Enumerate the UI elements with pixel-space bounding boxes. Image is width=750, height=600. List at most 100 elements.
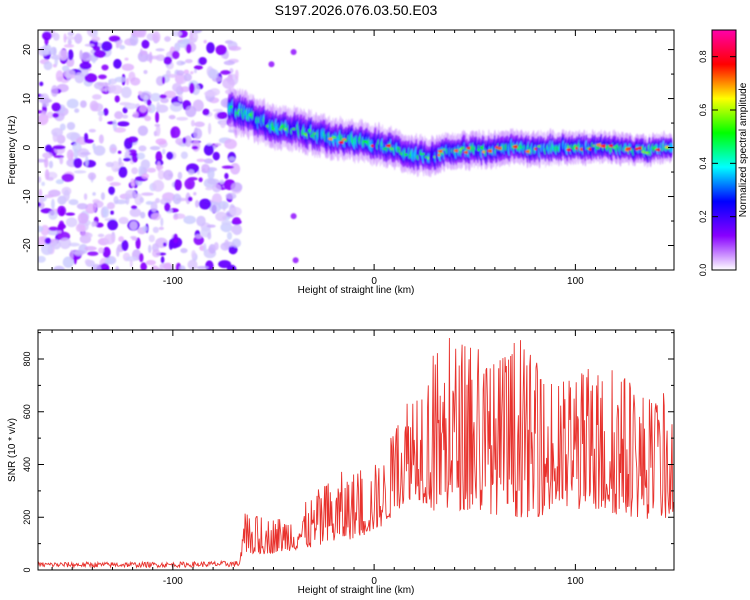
noise-speck (118, 216, 129, 225)
noise-speck (113, 127, 126, 133)
noise-speck (131, 152, 139, 163)
noise-speck (174, 213, 178, 218)
noise-speck (45, 144, 53, 153)
top-x-axis: -100 0 100 (51, 30, 657, 287)
y-tick-label: -20 (22, 238, 33, 253)
noise-speck (79, 62, 92, 70)
noise-speck (196, 215, 206, 227)
noise-speck (118, 166, 128, 178)
noise-speck (194, 121, 205, 128)
noise-speck (70, 152, 74, 159)
noise-speck (150, 92, 162, 102)
noise-speck (92, 94, 102, 100)
noise-speck (52, 112, 59, 118)
noise-speck (203, 39, 207, 44)
bottom-y-axis: 0 200 400 600 800 (22, 332, 674, 573)
noise-speck (130, 178, 135, 186)
noise-speck (189, 30, 194, 41)
noise-speck (198, 177, 203, 183)
noise-speck (213, 242, 219, 251)
noise-speck (118, 236, 125, 243)
noise-speck (93, 200, 104, 208)
noise-speck (66, 56, 75, 68)
colorbar: 0.0 0.2 0.4 0.6 0.8 Normalized spectral ampl… (698, 29, 749, 276)
noise-speck (138, 165, 144, 177)
noise-speck (198, 56, 207, 66)
noise-speck (171, 50, 180, 60)
noise-speck (207, 232, 212, 240)
noise-speck (92, 45, 101, 51)
noise-speck (148, 244, 152, 254)
noise-speck (105, 161, 114, 168)
bottom-x-axis: -100 0 100 (51, 330, 657, 587)
y-tick-label: 600 (22, 404, 32, 419)
noise-speck (226, 232, 233, 240)
noise-speck (203, 144, 214, 156)
noise-speck (169, 102, 183, 112)
noise-speck (104, 258, 114, 264)
noise-speck (80, 100, 87, 108)
noise-speck (150, 212, 162, 221)
noise-speck (132, 111, 139, 119)
noise-speck (149, 145, 161, 151)
y-tick-label: 20 (22, 44, 33, 56)
noise-speck (166, 151, 174, 160)
noise-speck (65, 212, 76, 216)
noise-speck (106, 175, 114, 182)
noise-speck (193, 65, 203, 70)
noise-speck (92, 221, 98, 227)
noise-speck (44, 237, 52, 245)
noise-speck (224, 239, 230, 250)
noise-speck (114, 199, 128, 205)
noise-speck (208, 68, 219, 80)
noise-speck (140, 262, 147, 270)
noise-speck (187, 169, 195, 176)
noise-speck (102, 208, 108, 217)
noise-speck (152, 226, 159, 234)
noise-speck (215, 44, 227, 56)
noise-speck (129, 259, 133, 268)
noise-speck (93, 50, 107, 58)
noise-speck (190, 119, 195, 127)
noise-speck (164, 202, 171, 212)
noise-speck (97, 82, 110, 87)
top-y-axis-label: Frequency (Hz) (7, 116, 18, 185)
noise-speck (202, 242, 207, 253)
isolated-blob (268, 61, 275, 68)
noise-speck (48, 210, 58, 220)
noise-speck (106, 202, 115, 210)
noise-speck (220, 120, 226, 129)
noise-speck (158, 226, 164, 231)
figure-title: S197.2026.076.03.50.E03 (275, 2, 438, 18)
x-tick-label: 100 (567, 276, 584, 287)
noise-speck (117, 150, 122, 154)
noise-speck (52, 145, 66, 150)
noise-speck (191, 250, 196, 259)
noise-speck (184, 58, 193, 64)
noise-speck (151, 249, 161, 258)
noise-speck (228, 46, 242, 51)
noise-speck (115, 266, 120, 270)
y-tick-label: 400 (22, 457, 32, 472)
bottom-x-axis-label: Height of straight line (km) (298, 585, 415, 596)
noise-speck (182, 137, 187, 144)
noise-speck (54, 56, 59, 67)
noise-speck (114, 76, 127, 83)
noise-speck (193, 128, 203, 140)
noise-speck (168, 114, 176, 120)
noise-speck (124, 102, 138, 110)
isolated-blobs (268, 49, 299, 264)
top-x-axis-label: Height of straight line (km) (298, 285, 415, 296)
noise-speck (51, 127, 64, 137)
noise-speck (93, 145, 106, 156)
noise-speck (235, 69, 239, 80)
noise-speck (48, 160, 54, 169)
noise-speck (208, 201, 222, 213)
noise-speck (56, 134, 66, 144)
bottom-y-axis-label: SNR (10 * v/v) (7, 418, 18, 482)
noise-speck (43, 194, 55, 198)
noise-speck (38, 236, 47, 247)
noise-speck (74, 72, 85, 84)
noise-speck (194, 199, 200, 208)
noise-speck (156, 101, 161, 113)
